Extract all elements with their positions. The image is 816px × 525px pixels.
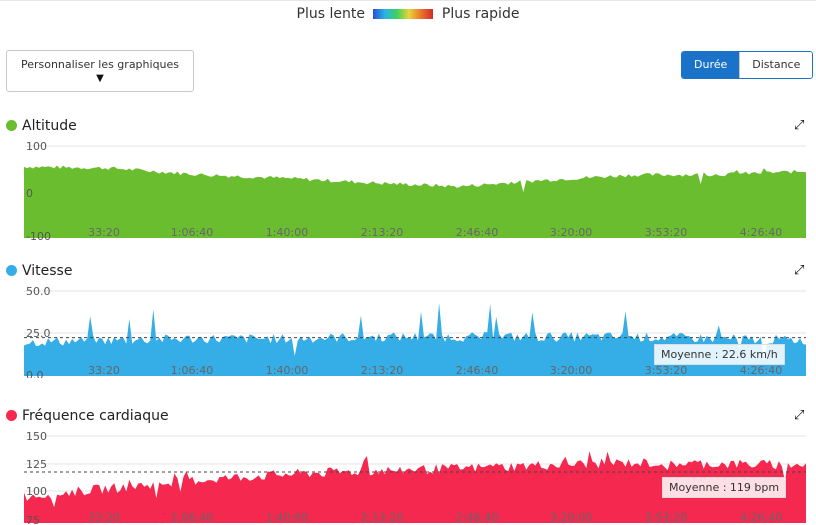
x-tick-label: 33:20 bbox=[88, 226, 120, 239]
x-tick-label: 2:13:20 bbox=[361, 226, 403, 239]
x-tick-label: 3:20:00 bbox=[550, 511, 592, 524]
hr-chart: 150 125 100 75 33:20 1:06:40 1:40:00 2:13:20 2:4… bbox=[24, 430, 806, 525]
x-tick-label: 3:53:20 bbox=[645, 511, 687, 524]
speed-gradient-bar bbox=[373, 9, 434, 19]
x-tick-label: 2:13:20 bbox=[361, 511, 403, 524]
x-tick-label: 3:53:20 bbox=[645, 226, 687, 239]
customize-charts-dropdown[interactable]: Personnaliser les graphiques ▼ bbox=[6, 50, 194, 92]
x-tick-label: 3:20:00 bbox=[550, 226, 592, 239]
x-tick-label: 4:26:40 bbox=[740, 511, 782, 524]
x-tick-label: 3:53:20 bbox=[645, 364, 687, 377]
y-tick-label: -100 bbox=[26, 230, 51, 240]
x-tick-label: 33:20 bbox=[88, 364, 120, 377]
x-tick-label: 33:20 bbox=[88, 511, 120, 524]
customize-charts-label: Personnaliser les graphiques bbox=[20, 58, 180, 71]
x-tick-label: 1:40:00 bbox=[266, 226, 308, 239]
series-area bbox=[24, 451, 806, 523]
hr-chart-title: Fréquence cardiaque bbox=[6, 408, 169, 424]
y-tick-label: 100 bbox=[26, 140, 47, 153]
x-tick-label: 2:13:20 bbox=[361, 364, 403, 377]
y-tick-label: 0 bbox=[26, 187, 33, 200]
x-tick-label: 1:06:40 bbox=[171, 226, 213, 239]
duration-button[interactable]: Durée bbox=[682, 52, 740, 78]
y-tick-label: 0.0 bbox=[26, 369, 44, 378]
series-area bbox=[24, 303, 806, 376]
speed-average-label: Moyenne : 22.6 km/h bbox=[654, 344, 785, 365]
y-tick-label: 125 bbox=[26, 458, 47, 471]
speed-color-dot bbox=[6, 265, 17, 276]
speed-title-text: Vitesse bbox=[22, 263, 73, 279]
legend-slow-label: Plus lente bbox=[296, 6, 365, 22]
axis-mode-toggle: Durée Distance bbox=[681, 51, 814, 79]
x-tick-label: 1:40:00 bbox=[266, 364, 308, 377]
y-tick-label: 50.0 bbox=[26, 285, 51, 298]
expand-speed-icon[interactable]: ⤢ bbox=[794, 263, 805, 278]
series-area bbox=[24, 165, 806, 238]
top-divider bbox=[0, 0, 816, 1]
speed-chart: 50.0 25.0 0.0 33:20 1:06:40 1:40:00 2:13:20 2:4… bbox=[24, 285, 806, 378]
y-tick-label: 150 bbox=[26, 430, 47, 443]
x-tick-label: 4:26:40 bbox=[740, 226, 782, 239]
x-tick-label: 1:40:00 bbox=[266, 511, 308, 524]
hr-average-label: Moyenne : 119 bpm bbox=[662, 477, 787, 498]
speed-color-legend: Plus lente Plus rapide bbox=[0, 6, 816, 22]
hr-color-dot bbox=[6, 410, 17, 421]
altitude-chart: 100 0 -100 33:20 1:06:40 1:40:00 2:13:20 2:46:4… bbox=[24, 140, 806, 240]
y-tick-label: 100 bbox=[26, 485, 47, 498]
y-tick-label: 25.0 bbox=[26, 327, 51, 340]
distance-button[interactable]: Distance bbox=[739, 52, 813, 78]
altitude-title-text: Altitude bbox=[22, 118, 77, 134]
caret-down-icon: ▼ bbox=[96, 73, 104, 84]
legend-fast-label: Plus rapide bbox=[441, 6, 520, 22]
altitude-color-dot bbox=[6, 120, 17, 131]
y-tick-label: 75 bbox=[26, 514, 40, 525]
x-tick-label: 2:46:40 bbox=[456, 226, 498, 239]
x-tick-label: 1:06:40 bbox=[171, 511, 213, 524]
x-tick-label: 2:46:40 bbox=[456, 511, 498, 524]
expand-hr-icon[interactable]: ⤢ bbox=[794, 408, 805, 423]
hr-title-text: Fréquence cardiaque bbox=[22, 408, 169, 424]
expand-altitude-icon[interactable]: ⤢ bbox=[794, 118, 805, 133]
x-tick-label: 2:46:40 bbox=[456, 364, 498, 377]
x-tick-label: 3:20:00 bbox=[550, 364, 592, 377]
x-tick-label: 1:06:40 bbox=[171, 364, 213, 377]
altitude-chart-title: Altitude bbox=[6, 118, 77, 134]
speed-chart-title: Vitesse bbox=[6, 263, 72, 279]
x-tick-label: 4:26:40 bbox=[740, 364, 782, 377]
